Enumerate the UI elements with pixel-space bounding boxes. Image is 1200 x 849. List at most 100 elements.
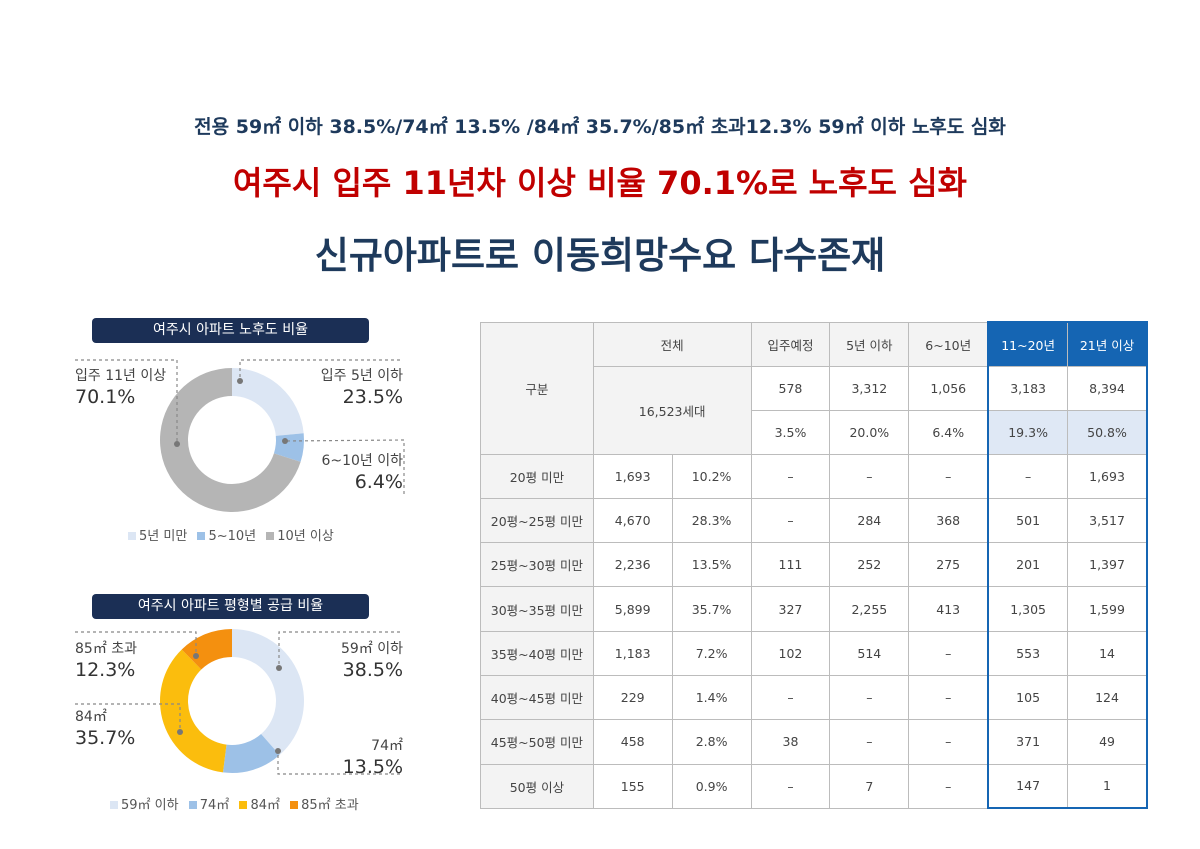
table-cell: 327 <box>750 586 831 632</box>
table-cell: 553 <box>987 630 1069 676</box>
donut-slice <box>222 734 280 773</box>
table-cell: – <box>829 674 910 721</box>
table-count: 3,312 <box>829 365 910 411</box>
headline-main: 신규아파트로 이동희망수요 다수존재 <box>314 234 886 277</box>
table-cell: 102 <box>750 630 831 676</box>
table-cell: 147 <box>987 763 1069 810</box>
table-col-header: 11~20년 <box>987 321 1069 367</box>
donut1-legend: 5년 미만 5~10년 10년 이상 <box>122 525 334 544</box>
table-cell: 1 <box>1067 763 1149 810</box>
donut-slice <box>160 368 301 512</box>
table-cell: 14 <box>1067 630 1149 676</box>
table-cell: 1.4% <box>671 674 752 721</box>
donut2-chart <box>75 629 400 775</box>
table-cell: 1,305 <box>987 586 1069 632</box>
leader-dot <box>193 653 199 659</box>
table-cell: – <box>908 453 989 499</box>
table-cell: 1,397 <box>1067 542 1149 588</box>
table-cell: 1,693 <box>592 453 673 499</box>
leader-dot <box>282 438 288 444</box>
table-row: 50평 이상 155 0.9% –7–147 1 <box>480 763 1149 810</box>
legend-item: 84㎡ <box>250 798 280 813</box>
table-cell: 1,183 <box>592 630 673 676</box>
donut2-value-59: 38.5% <box>342 659 403 681</box>
leader-dot <box>177 729 183 735</box>
table-row: 30평~35평 미만 5,899 35.7% 327 2,255 413 1,305 1,59… <box>480 586 1149 632</box>
legend-item: 74㎡ <box>199 798 230 813</box>
legend-item: 5~10년 <box>208 529 257 544</box>
leader-line <box>239 359 400 381</box>
table-total-value: 16,523세대 <box>592 365 752 455</box>
donut1-value-6to10: 6.4% <box>354 471 403 493</box>
table-cell: 49 <box>1067 719 1149 765</box>
table-row: 20평~25평 미만 4,670 28.3% –284 368 501 3,517 <box>480 497 1149 544</box>
table-cell: 50평 이상 <box>480 763 594 809</box>
donut1-value-under5: 23.5% <box>342 386 403 408</box>
leader-line <box>75 631 197 656</box>
donut2-value-over85: 12.3% <box>75 659 136 681</box>
leader-dot <box>237 378 243 384</box>
donut1-title: 여주시 아파트 노후도 비율 <box>92 318 369 343</box>
table-col-header: 5년 이하 <box>829 321 910 367</box>
table-cell: 2,236 <box>592 542 673 588</box>
table-cell: – <box>750 763 831 809</box>
table-cell: 514 <box>829 630 910 676</box>
table-row: 40평~45평 미만 229 1.4% – – –105 124 <box>480 674 1149 721</box>
table-row: 25평~30평 미만 2,236 13.5% 111 252 275 201 1,397 <box>480 542 1149 588</box>
donut2-label-59: 59㎡ 이하 <box>340 641 403 657</box>
table-cell: 155 <box>592 763 673 809</box>
table-cell: 413 <box>908 586 989 632</box>
donut2-legend: 59㎡ 이하 74㎡ 84㎡ 85㎡ 초과 <box>104 794 359 813</box>
table-count: 3,183 <box>987 365 1069 411</box>
table-pct: 50.8% <box>1067 409 1149 455</box>
table-col-header: 입주예정 <box>750 321 831 367</box>
donut-slice <box>160 649 227 773</box>
table-cell: 13.5% <box>671 542 752 588</box>
table-cell: 284 <box>829 497 910 544</box>
table-cell: 38 <box>750 719 831 765</box>
donut-slice <box>232 368 304 436</box>
table-cell: – <box>750 497 831 544</box>
table-total-header: 전체 <box>592 321 752 367</box>
donut1-label-under5: 입주 5년 이하 <box>320 368 403 384</box>
table-cell: – <box>829 453 910 499</box>
table-gubun-header: 구분 <box>480 321 594 455</box>
legend-item: 85㎡ 초과 <box>301 798 359 813</box>
table-pct: 6.4% <box>908 409 989 455</box>
donut-slice <box>181 629 232 670</box>
table-cell: 25평~30평 미만 <box>480 542 594 588</box>
donut-slice <box>232 629 304 756</box>
headline-red: 여주시 입주 11년차 이상 비율 70.1%로 노후도 심화 <box>232 164 967 202</box>
leader-dot <box>276 665 282 671</box>
table-cell: – <box>908 630 989 676</box>
table-pct: 20.0% <box>829 409 910 455</box>
table-cell: 28.3% <box>671 497 752 544</box>
table-count: 8,394 <box>1067 365 1149 411</box>
donut2-label-over85: 85㎡ 초과 <box>75 641 138 657</box>
table-cell: 2.8% <box>671 719 752 765</box>
table-cell: 35평~40평 미만 <box>480 630 594 676</box>
table-cell: 1,599 <box>1067 586 1149 632</box>
table-pct: 19.3% <box>987 409 1069 455</box>
table-cell: 105 <box>987 674 1069 721</box>
leader-line <box>277 751 400 775</box>
table-cell: 4,670 <box>592 497 673 544</box>
table-cell: 0.9% <box>671 763 752 809</box>
table-cell: – <box>908 763 989 809</box>
table-cell: 368 <box>908 497 989 544</box>
table-cell: 2,255 <box>829 586 910 632</box>
table-cell: 20평 미만 <box>480 453 594 499</box>
legend-item: 5년 미만 <box>139 529 188 544</box>
table-col-header: 21년 이상 <box>1067 321 1149 367</box>
table-row: 45평~50평 미만 458 2.8% 38– –371 49 <box>480 719 1149 765</box>
donut2-value-84: 35.7% <box>75 727 136 749</box>
header-subtitle: 전용 59㎡ 이하 38.5%/74㎡ 13.5% /84㎡ 35.7%/85㎡… <box>194 116 1006 138</box>
table-cell: 3,517 <box>1067 497 1149 544</box>
table-cell: 371 <box>987 719 1069 765</box>
table-cell: 252 <box>829 542 910 588</box>
table-cell: – <box>750 674 831 721</box>
table-cell: – <box>908 719 989 765</box>
table-cell: – <box>750 453 831 499</box>
table-cell: 35.7% <box>671 586 752 632</box>
table-cell: 10.2% <box>671 453 752 499</box>
